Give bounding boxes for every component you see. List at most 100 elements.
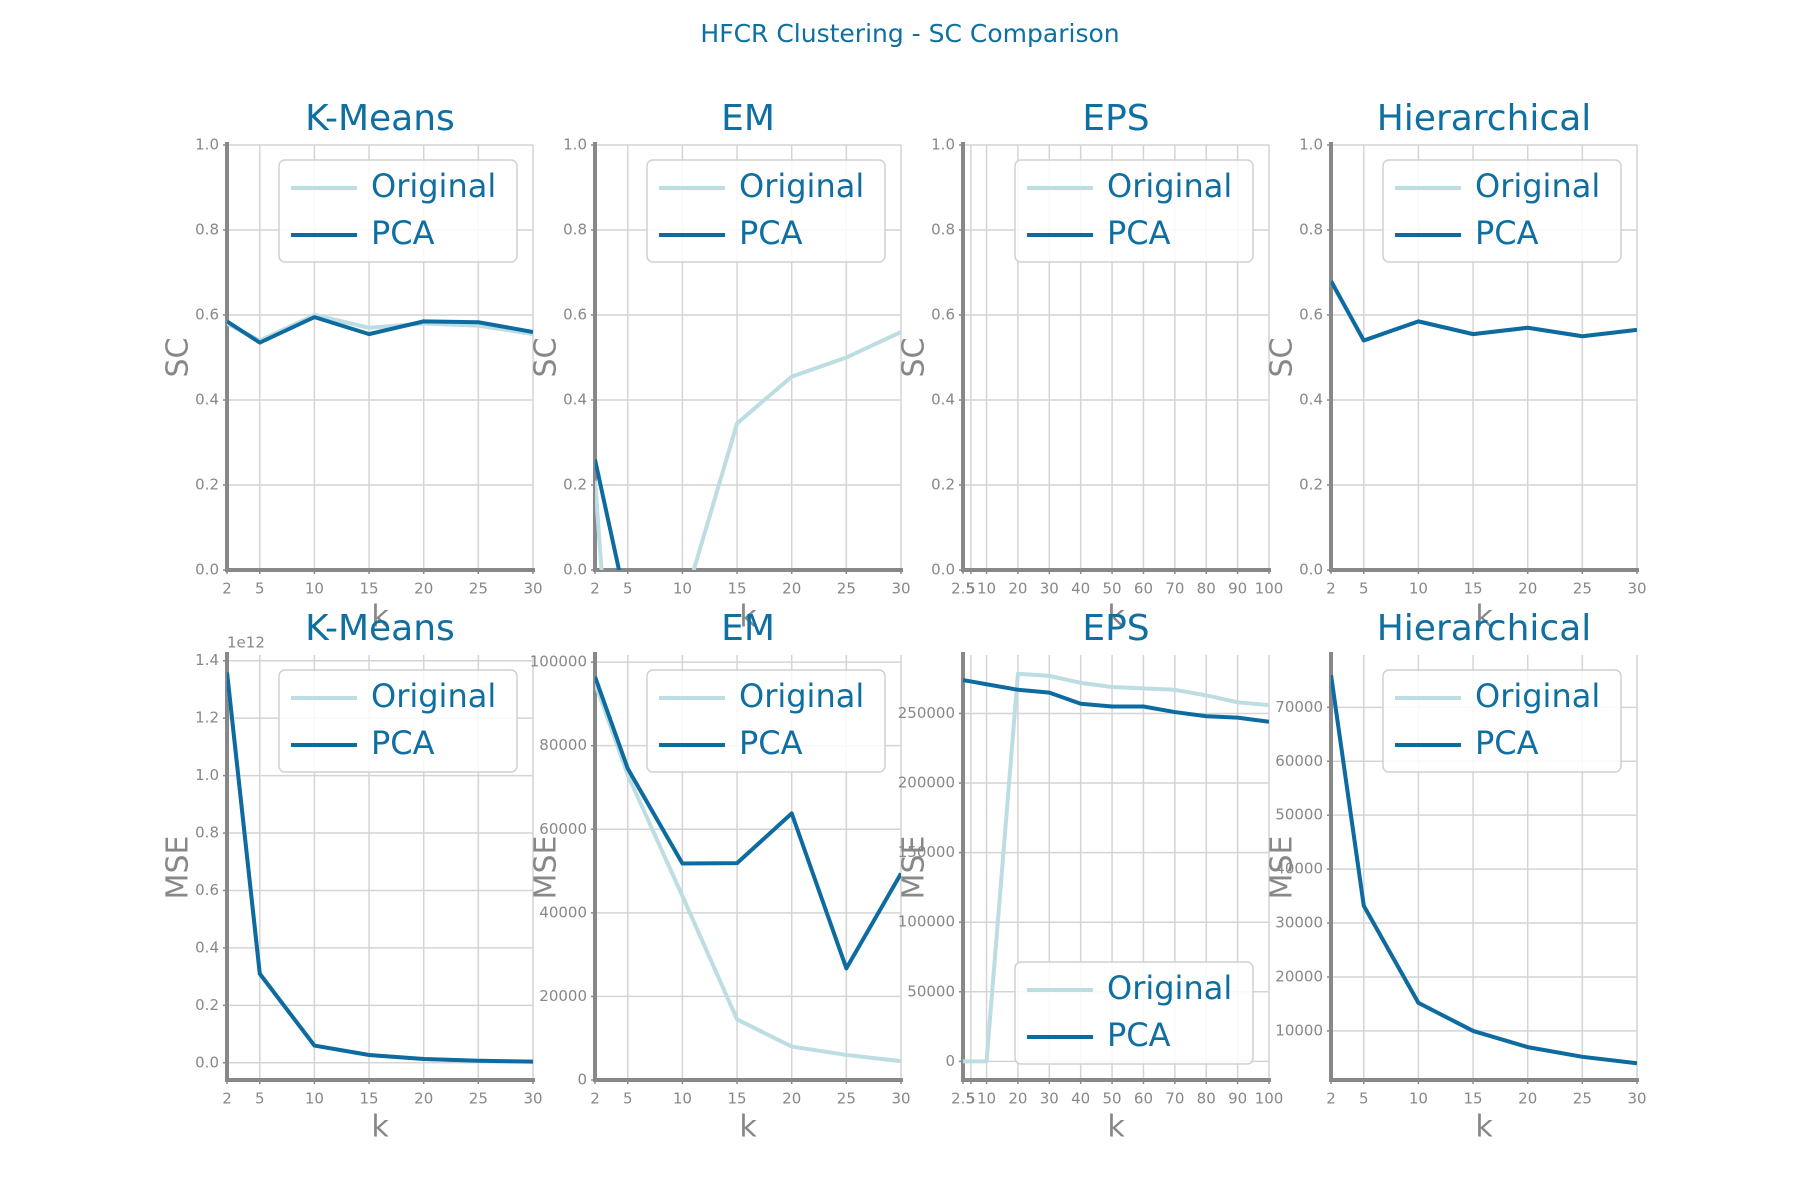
x-tick-label: 2.5 <box>951 580 975 598</box>
y-tick-label: 1.0 <box>563 136 587 154</box>
x-tick-label: 30 <box>523 1090 542 1108</box>
y-axis-label: MSE <box>897 836 932 900</box>
y-tick-label: 40000 <box>539 903 587 921</box>
x-tick-label: 5 <box>1359 1090 1369 1108</box>
x-tick-label: 10 <box>305 580 324 598</box>
y-offset-label: 1e12 <box>227 634 265 652</box>
x-tick-label: 15 <box>360 580 379 598</box>
y-tick-label: 0.6 <box>1299 306 1323 324</box>
x-axis-label: k <box>1475 1110 1493 1145</box>
y-tick-label: 0.0 <box>195 561 219 579</box>
y-tick-label: 0.2 <box>931 476 955 494</box>
y-axis-label: MSE <box>1265 836 1300 900</box>
plot-area <box>963 671 1269 1064</box>
legend-label: PCA <box>739 724 803 762</box>
x-tick-label: 2.5 <box>951 1090 975 1108</box>
x-tick-label: 5 <box>255 1090 265 1108</box>
y-axis-label: MSE <box>161 836 196 900</box>
x-tick-label: 25 <box>837 580 856 598</box>
y-tick-label: 0.0 <box>1299 561 1323 579</box>
y-tick-label: 0.2 <box>195 476 219 494</box>
y-tick-label: 100000 <box>898 913 955 931</box>
x-tick-label: 25 <box>1573 580 1592 598</box>
x-tick-label: 30 <box>1040 1090 1059 1108</box>
legend-label: Original <box>1475 677 1600 715</box>
x-tick-label: 20 <box>782 1090 801 1108</box>
legend-label: Original <box>739 167 864 205</box>
x-tick-label: 20 <box>1518 1090 1537 1108</box>
x-tick-label: 15 <box>1464 1090 1483 1108</box>
y-axis-label: SC <box>161 338 196 378</box>
x-tick-label: 5 <box>966 1090 976 1108</box>
x-tick-label: 25 <box>1573 1090 1592 1108</box>
subplot-title: EPS <box>1082 98 1149 139</box>
y-tick-label: 0.8 <box>931 221 955 239</box>
y-tick-label: 1.2 <box>195 709 219 727</box>
x-tick-label: 15 <box>728 580 747 598</box>
y-tick-label: 0.6 <box>195 306 219 324</box>
subplot-title: Hierarchical <box>1377 98 1592 139</box>
x-tick-label: 2 <box>590 580 600 598</box>
figure-title: HFCR Clustering - SC Comparison <box>700 19 1119 48</box>
x-tick-label: 10 <box>673 1090 692 1108</box>
y-tick-label: 20000 <box>1275 967 1323 985</box>
subplot-title: K-Means <box>305 608 455 649</box>
y-tick-label: 1.0 <box>1299 136 1323 154</box>
subplot-title: Hierarchical <box>1377 608 1592 649</box>
plot-area <box>595 330 901 570</box>
x-tick-label: 10 <box>977 580 996 598</box>
y-tick-label: 60000 <box>539 820 587 838</box>
x-tick-label: 30 <box>1627 580 1646 598</box>
x-tick-label: 80 <box>1197 1090 1216 1108</box>
subplot-title: EPS <box>1082 608 1149 649</box>
x-tick-label: 2 <box>222 580 232 598</box>
x-tick-label: 30 <box>891 580 910 598</box>
x-tick-label: 20 <box>782 580 801 598</box>
y-tick-label: 70000 <box>1275 698 1323 716</box>
series-line <box>227 315 533 345</box>
y-tick-label: 200000 <box>898 774 955 792</box>
x-tick-label: 2 <box>1326 1090 1336 1108</box>
y-tick-label: 50000 <box>907 982 955 1000</box>
y-tick-label: 0.4 <box>195 391 219 409</box>
y-tick-label: 100000 <box>530 653 587 671</box>
x-tick-label: 10 <box>673 580 692 598</box>
x-tick-label: 20 <box>1008 1090 1027 1108</box>
x-axis-label: k <box>1107 1110 1125 1145</box>
y-tick-label: 0.2 <box>563 476 587 494</box>
legend-label: PCA <box>371 214 435 252</box>
y-tick-label: 10000 <box>1275 1021 1323 1039</box>
y-tick-label: 0.6 <box>195 881 219 899</box>
y-axis-label: SC <box>897 338 932 378</box>
legend-label: Original <box>371 167 496 205</box>
plot-area <box>595 676 901 1064</box>
legend-label: PCA <box>739 214 803 252</box>
x-tick-label: 40 <box>1071 580 1090 598</box>
series-line <box>595 682 901 1064</box>
legend-label: PCA <box>1107 214 1171 252</box>
x-tick-label: 10 <box>1409 1090 1428 1108</box>
x-tick-label: 100 <box>1255 1090 1284 1108</box>
legend-label: Original <box>1107 167 1232 205</box>
legend-label: Original <box>371 677 496 715</box>
x-tick-label: 70 <box>1165 1090 1184 1108</box>
x-tick-label: 80 <box>1197 580 1216 598</box>
x-tick-label: 5 <box>966 580 976 598</box>
legend-label: Original <box>1475 167 1600 205</box>
y-tick-label: 250000 <box>898 704 955 722</box>
y-tick-label: 0.2 <box>1299 476 1323 494</box>
x-tick-label: 30 <box>1627 1090 1646 1108</box>
y-tick-label: 0.2 <box>195 996 219 1014</box>
x-tick-label: 20 <box>1008 580 1027 598</box>
y-tick-label: 1.4 <box>195 651 219 669</box>
x-axis-label: k <box>371 1110 389 1145</box>
y-tick-label: 0.4 <box>563 391 587 409</box>
y-tick-label: 0.4 <box>931 391 955 409</box>
x-tick-label: 90 <box>1228 1090 1247 1108</box>
x-tick-label: 20 <box>414 580 433 598</box>
x-tick-label: 50 <box>1103 1090 1122 1108</box>
x-tick-label: 15 <box>1464 580 1483 598</box>
y-tick-label: 1.0 <box>931 136 955 154</box>
y-tick-label: 0.0 <box>931 561 955 579</box>
legend-label: PCA <box>1475 724 1539 762</box>
